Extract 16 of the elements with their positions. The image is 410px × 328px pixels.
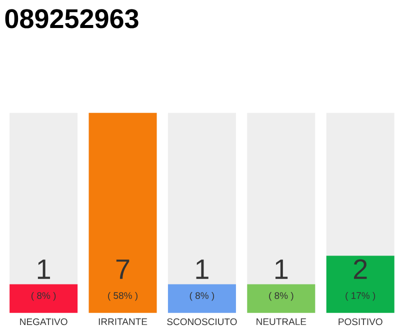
data-label: 7 <box>116 259 130 279</box>
x-tick-label: NEUTRALE <box>256 318 306 325</box>
annotation: ( 58% ) <box>108 292 138 301</box>
x-tick-label: NEGATIVO <box>20 318 68 325</box>
x-tick-label: SCONOSCIUTO <box>167 318 237 325</box>
data-label: 2 <box>354 259 367 279</box>
x-tick-label: IRRITANTE <box>98 318 148 325</box>
annotation: ( 17% ) <box>346 292 376 301</box>
chart-title: 089252963 <box>5 8 138 28</box>
data-label: 1 <box>276 259 288 279</box>
annotation: ( 8% ) <box>190 292 214 301</box>
x-tick-label: POSITIVO <box>338 318 382 325</box>
annotation: ( 8% ) <box>269 292 294 301</box>
data-label: 1 <box>38 259 50 279</box>
annotation: ( 8% ) <box>31 292 56 301</box>
data-label: 1 <box>196 259 208 279</box>
